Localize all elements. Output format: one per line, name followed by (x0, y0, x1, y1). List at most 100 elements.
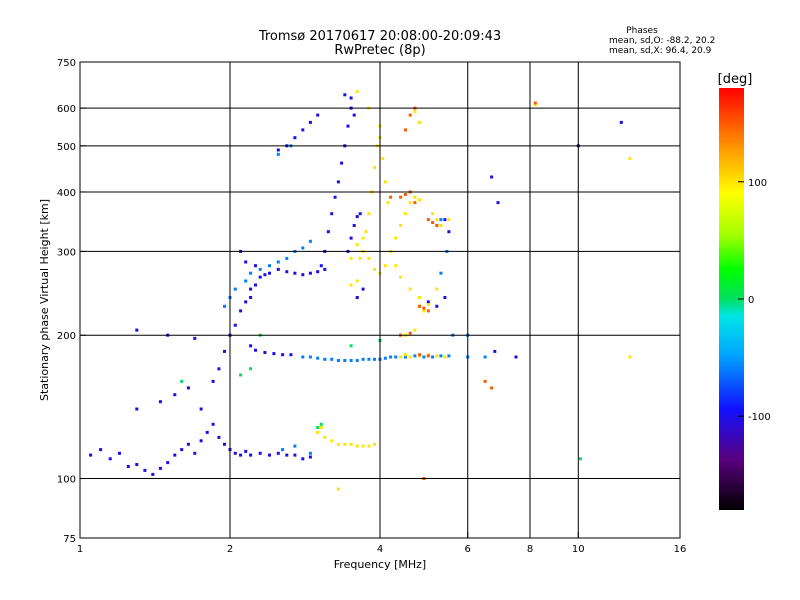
data-point (349, 96, 353, 100)
data-point (349, 283, 353, 287)
data-point (158, 400, 162, 404)
data-point (323, 357, 327, 361)
data-point (413, 195, 417, 199)
data-point (276, 152, 280, 156)
data-point (355, 215, 359, 219)
data-point (355, 90, 359, 94)
data-point (422, 309, 426, 313)
data-point (413, 328, 417, 332)
data-point (367, 444, 371, 448)
data-point (352, 224, 356, 227)
data-point (268, 271, 271, 275)
data-point (389, 195, 393, 199)
data-point (233, 287, 237, 291)
data-point (293, 453, 297, 457)
data-point (126, 465, 130, 468)
data-point (373, 357, 376, 361)
data-point (289, 353, 293, 357)
data-point (367, 212, 371, 216)
data-point (118, 451, 121, 455)
data-point (394, 236, 398, 240)
data-point (268, 453, 271, 457)
data-point (439, 354, 443, 358)
data-point (308, 455, 312, 459)
data-point (249, 344, 253, 348)
data-point (276, 260, 280, 264)
data-point (373, 166, 376, 170)
data-point (418, 353, 421, 357)
data-point (217, 435, 221, 439)
x-tick-label: 1 (77, 544, 83, 555)
data-point (349, 442, 353, 446)
data-point (408, 113, 412, 117)
data-point (135, 407, 139, 411)
data-point (355, 296, 359, 299)
data-point (346, 124, 350, 128)
x-tick-label: 4 (377, 544, 383, 555)
data-point (205, 430, 209, 434)
data-point (404, 353, 407, 357)
data-point (361, 357, 365, 361)
data-point (223, 304, 226, 308)
data-point (199, 439, 203, 443)
data-point (352, 113, 356, 117)
data-point (361, 444, 365, 448)
colorbar-tick-label: -100 (748, 412, 771, 423)
data-point (514, 355, 518, 359)
data-point (135, 463, 139, 466)
data-point (355, 243, 359, 247)
data-point (258, 275, 262, 279)
data-point (443, 296, 447, 299)
data-point (193, 336, 197, 340)
data-point (619, 120, 623, 124)
chart-subtitle: RwPretec (8p) (334, 43, 425, 58)
data-point (349, 344, 353, 348)
data-point (404, 193, 407, 196)
data-point (217, 367, 221, 371)
data-point (319, 422, 323, 426)
data-point (249, 287, 253, 291)
data-point (418, 198, 421, 202)
data-point (293, 444, 297, 448)
data-point (301, 355, 305, 359)
data-point (383, 180, 387, 184)
data-point (135, 328, 139, 332)
data-point (386, 201, 390, 205)
data-point (435, 224, 439, 227)
data-point (336, 180, 340, 184)
data-point (343, 442, 347, 446)
y-tick-label: 400 (57, 188, 76, 199)
data-point (367, 357, 371, 361)
data-point (628, 355, 632, 359)
data-point (389, 355, 393, 359)
y-tick-label: 100 (57, 475, 76, 486)
data-point (496, 201, 500, 205)
y-tick-label: 600 (57, 104, 76, 115)
data-point (301, 457, 305, 461)
data-point (493, 349, 497, 353)
x-tick-label: 8 (527, 544, 533, 555)
data-point (343, 93, 347, 97)
x-tick-label: 10 (572, 544, 585, 555)
data-point (490, 175, 494, 179)
data-point (239, 453, 243, 457)
data-point (330, 357, 334, 361)
data-point (199, 407, 203, 411)
data-point (431, 221, 435, 224)
data-point (268, 264, 271, 268)
data-point (340, 161, 344, 165)
data-point (239, 373, 243, 377)
data-point (408, 331, 412, 335)
data-point (426, 218, 430, 222)
data-point (426, 303, 430, 307)
data-point (330, 439, 334, 443)
data-point (254, 264, 257, 268)
data-point (381, 157, 385, 161)
data-point (355, 279, 359, 283)
data-point (361, 287, 365, 291)
data-point (323, 267, 327, 271)
data-point (263, 273, 267, 277)
data-point (308, 120, 312, 124)
data-point (364, 230, 368, 234)
